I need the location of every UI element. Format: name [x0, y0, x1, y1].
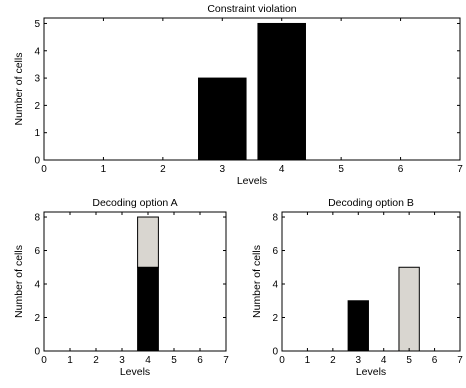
- y-tick-label: 4: [34, 280, 40, 291]
- y-tick-label: 2: [34, 101, 40, 112]
- x-axis-label: Levels: [120, 366, 150, 378]
- x-tick-label: 1: [101, 164, 107, 175]
- y-tick-label: 1: [34, 128, 40, 139]
- x-tick-label: 7: [223, 355, 229, 366]
- plot-frame: [43, 17, 461, 161]
- x-tick-label: 7: [457, 355, 463, 366]
- x-tick-label: 4: [381, 355, 387, 366]
- bar-level-4-series-1: [137, 216, 159, 268]
- y-tick-label: 8: [34, 213, 40, 224]
- x-tick-label: 6: [432, 355, 438, 366]
- x-tick-label: 4: [145, 355, 151, 366]
- x-axis-label: Levels: [356, 366, 386, 378]
- chart-title: Constraint violation: [207, 3, 296, 15]
- plot-frame: [43, 211, 227, 352]
- x-tick-label: 3: [356, 355, 362, 366]
- chart-2: 0 1 2 3 4 5 6 7 0 2 4 6 8 Decoding option B Levels Numb…: [251, 197, 463, 378]
- y-tick-label: 0: [34, 347, 40, 358]
- bar-level-4-series-0: [257, 22, 306, 161]
- chart-title: Decoding option A: [92, 197, 177, 209]
- y-tick-label: 4: [34, 46, 40, 57]
- y-tick-label: 6: [34, 246, 40, 257]
- y-tick-label: 5: [34, 19, 40, 30]
- x-tick-label: 3: [220, 164, 226, 175]
- y-axis-label: Number of cells: [13, 53, 25, 126]
- y-tick-label: 4: [272, 280, 278, 291]
- x-tick-label: 5: [171, 355, 177, 366]
- bar-level-3-series-0: [198, 77, 247, 161]
- chart-0: 0 1 2 3 4 5 6 7 0 1 2 3 4 5 Constraint violation Levels…: [13, 3, 463, 187]
- bar-level-3-series-0: [347, 300, 369, 352]
- y-axis-label: Number of cells: [251, 245, 263, 318]
- x-tick-label: 0: [279, 355, 285, 366]
- x-tick-label: 1: [305, 355, 311, 366]
- x-tick-label: 5: [406, 355, 412, 366]
- bar-level-5-series-1: [398, 266, 420, 352]
- x-tick-label: 6: [398, 164, 404, 175]
- chart-1: 0 1 2 3 4 5 6 7 0 2 4 6 8 Decoding option A Levels Numb…: [13, 197, 229, 378]
- x-tick-label: 2: [330, 355, 336, 366]
- y-tick-label: 2: [34, 313, 40, 324]
- y-axis-label: Number of cells: [13, 245, 25, 318]
- plot-frame: [281, 211, 461, 352]
- x-axis-label: Levels: [237, 175, 267, 187]
- y-tick-label: 6: [272, 246, 278, 257]
- x-tick-label: 6: [197, 355, 203, 366]
- x-tick-label: 4: [279, 164, 285, 175]
- bar-level-4-series-0: [137, 266, 159, 352]
- y-tick-label: 3: [34, 74, 40, 85]
- x-tick-label: 0: [41, 355, 47, 366]
- y-tick-label: 8: [272, 213, 278, 224]
- y-tick-label: 2: [272, 313, 278, 324]
- x-tick-label: 5: [338, 164, 344, 175]
- x-tick-label: 7: [457, 164, 463, 175]
- x-tick-label: 2: [93, 355, 99, 366]
- y-tick-label: 0: [34, 156, 40, 167]
- x-tick-label: 1: [67, 355, 73, 366]
- x-tick-label: 2: [160, 164, 166, 175]
- y-tick-label: 0: [272, 347, 278, 358]
- x-tick-label: 3: [119, 355, 125, 366]
- x-tick-label: 0: [41, 164, 47, 175]
- chart-title: Decoding option B: [328, 197, 414, 209]
